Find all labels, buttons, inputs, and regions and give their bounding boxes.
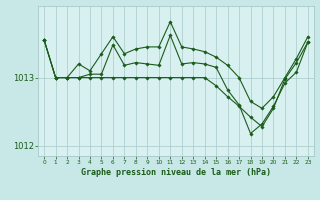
X-axis label: Graphe pression niveau de la mer (hPa): Graphe pression niveau de la mer (hPa) <box>81 168 271 177</box>
